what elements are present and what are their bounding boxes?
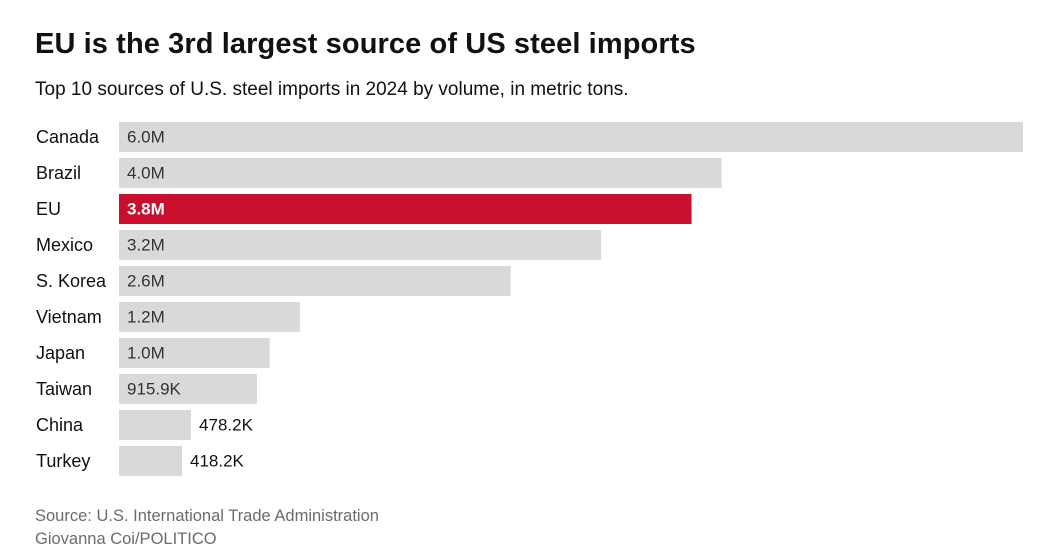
bar — [119, 446, 183, 476]
chart-subtitle: Top 10 sources of U.S. steel imports in … — [35, 79, 629, 100]
value-label: 418.2K — [190, 452, 245, 471]
author-credit: Giovanna Coi/POLITICO — [35, 530, 217, 548]
value-label: 6.0M — [127, 128, 165, 147]
bar-highlight — [119, 194, 692, 224]
bar — [119, 230, 602, 260]
category-label: Japan — [36, 343, 85, 363]
source-note: Source: U.S. International Trade Adminis… — [35, 507, 379, 525]
category-label: Canada — [36, 127, 100, 147]
category-label: Brazil — [36, 163, 81, 183]
value-label: 1.0M — [127, 344, 165, 363]
bar — [119, 158, 722, 188]
category-label: Mexico — [36, 235, 93, 255]
bar — [119, 410, 192, 440]
category-label: Vietnam — [36, 307, 102, 327]
bar — [119, 374, 257, 404]
category-label: Taiwan — [36, 379, 92, 399]
category-label: S. Korea — [36, 271, 107, 291]
bar — [119, 338, 270, 368]
value-label: 1.2M — [127, 308, 165, 327]
value-label: 3.2M — [127, 236, 165, 255]
value-label: 478.2K — [199, 416, 254, 435]
value-label: 2.6M — [127, 272, 165, 291]
bar — [119, 302, 300, 332]
category-label: China — [36, 415, 84, 435]
bar — [119, 122, 1023, 152]
value-label: 4.0M — [127, 164, 165, 183]
value-label: 915.9K — [127, 380, 182, 399]
category-label: Turkey — [36, 451, 90, 471]
category-label: EU — [36, 199, 61, 219]
chart-title: EU is the 3rd largest source of US steel… — [35, 28, 696, 60]
bar — [119, 266, 511, 296]
value-label: 3.8M — [127, 200, 165, 219]
